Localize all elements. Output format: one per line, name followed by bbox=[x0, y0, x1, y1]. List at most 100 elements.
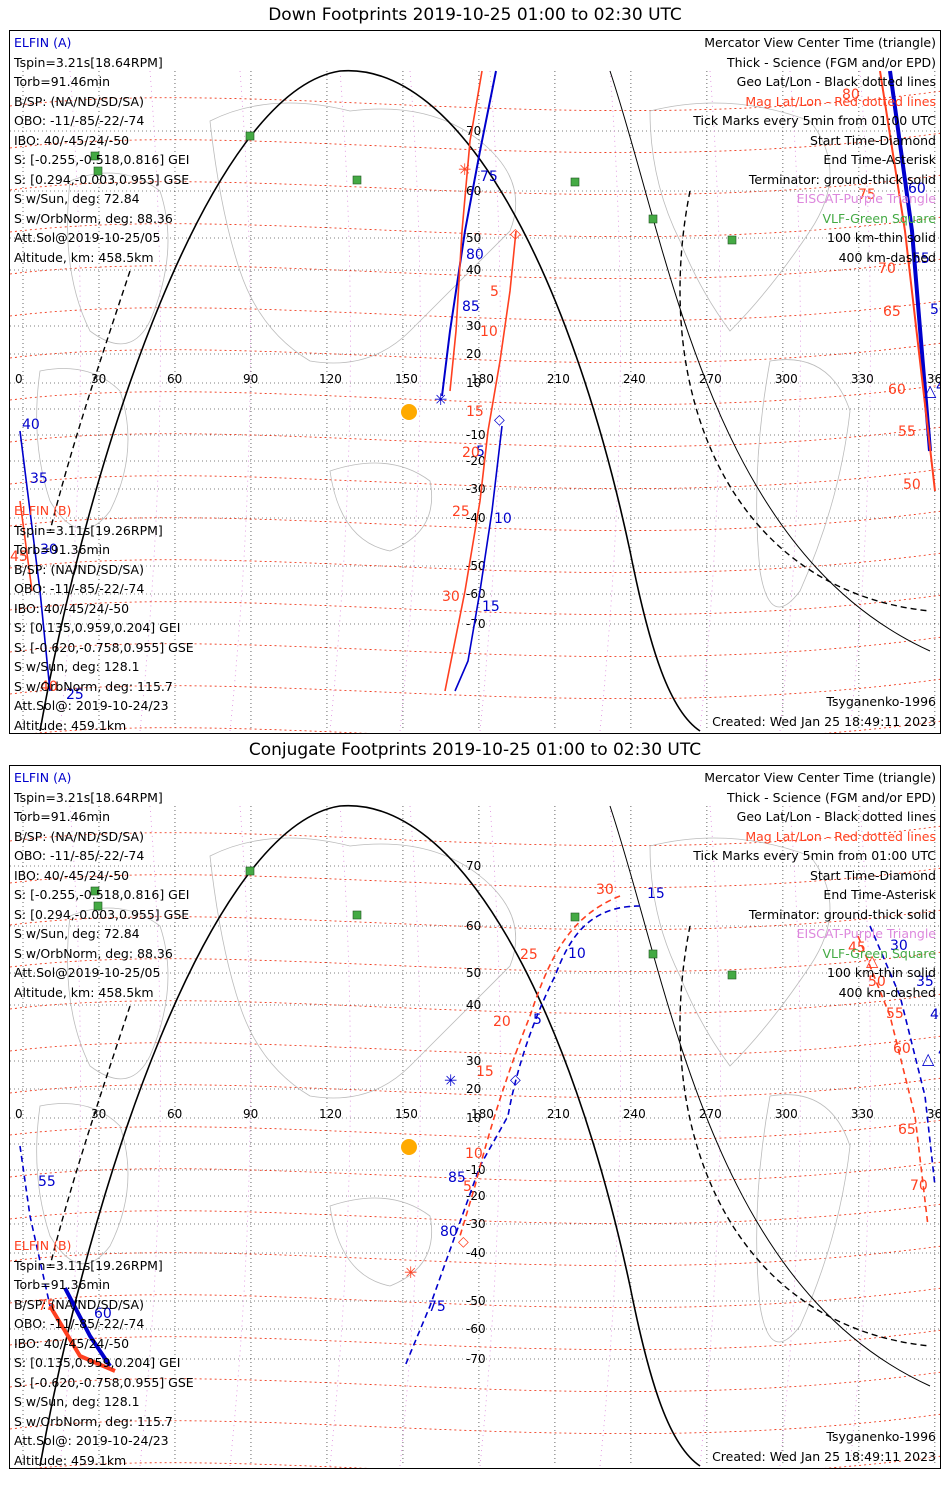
lat-label: 30 bbox=[466, 319, 481, 333]
tick-label-b: 65 bbox=[883, 304, 901, 320]
elfin-a-info: ELFIN (A) Tspin=3.21s[18.64RPM] Torb=91.… bbox=[14, 33, 189, 267]
elfin-b-info: ELFIN (B) Tspin=3.11s[19.26RPM] Torb=91.… bbox=[14, 1236, 194, 1468]
track-a bbox=[404, 905, 641, 1367]
info-line: Att.Sol@: 2019-10-24/23 bbox=[14, 1433, 169, 1448]
legend-item: EISCAT-Purple Triangle bbox=[796, 926, 936, 941]
start-diamond: ◇ bbox=[510, 226, 521, 242]
tick-label-b: 20 bbox=[493, 1014, 511, 1030]
tick-label-a: 80 bbox=[466, 247, 484, 263]
coastline bbox=[209, 837, 517, 1099]
coastline bbox=[649, 102, 831, 332]
coastline bbox=[36, 368, 129, 529]
lon-label: 330 bbox=[851, 372, 874, 386]
tick-label-a: 50 bbox=[940, 1124, 941, 1140]
info-line: Tspin=3.21s[18.64RPM] bbox=[14, 789, 163, 805]
legend-item: Tick Marks every 5min from 01:00 UTC bbox=[693, 848, 936, 863]
lat-label: -30 bbox=[466, 1217, 486, 1231]
panel-title-down: Down Footprints 2019-10-25 01:00 to 02:3… bbox=[268, 5, 682, 25]
legend: Mercator View Center Time (triangle) Thi… bbox=[693, 768, 936, 1002]
mag-parallel bbox=[10, 1119, 940, 1141]
mag-meridians bbox=[59, 70, 871, 732]
mag-parallel bbox=[10, 510, 940, 532]
info-line: Torb=91.46min bbox=[14, 809, 111, 824]
mag-parallel bbox=[10, 216, 940, 238]
legend-item: Terminator: ground-thick solid bbox=[748, 171, 936, 187]
legend-item: Mercator View Center Time (triangle) bbox=[704, 35, 936, 50]
mag-meridian bbox=[399, 70, 421, 732]
tick-label-b: 45 bbox=[848, 940, 866, 956]
mag-meridian bbox=[479, 805, 501, 1467]
legend-item: Mag Lat/Lon - Red dotted lines bbox=[745, 828, 936, 844]
info-line: IBO: 40/-45/24/-50 bbox=[14, 600, 130, 616]
info-line: IBO: 40/-45/24/-50 bbox=[14, 867, 130, 883]
mag-parallel bbox=[10, 258, 940, 280]
mag-meridian bbox=[229, 805, 251, 1467]
mag-meridians bbox=[59, 805, 871, 1467]
coastline bbox=[756, 359, 851, 608]
footer-right: Tsyganenko-1996 Created: Wed Jan 25 18:4… bbox=[712, 692, 936, 731]
lon-label: 270 bbox=[699, 1107, 722, 1121]
lat-label: -10 bbox=[466, 428, 486, 442]
lat-label: 70 bbox=[466, 859, 481, 873]
legend-item: Start Time-Diamond bbox=[809, 867, 936, 883]
terminator-thin bbox=[609, 70, 931, 652]
lat-label: 40 bbox=[466, 998, 481, 1012]
lon-label: 180 bbox=[471, 1107, 494, 1121]
left-track-a bbox=[19, 430, 51, 692]
info-line: B/SP: (NA/ND/SD/SA) bbox=[14, 93, 144, 109]
lon-label: 30 bbox=[91, 372, 106, 386]
model-label: Tsyganenko-1996 bbox=[826, 1429, 936, 1444]
tick-label-a: 10 bbox=[568, 946, 586, 962]
info-line: Att.Sol@: 2019-10-24/23 bbox=[14, 698, 169, 713]
tick-label-b: 25 bbox=[452, 504, 470, 520]
mag-parallel bbox=[10, 426, 940, 448]
info-line: S w/OrbNorm, deg: 88.36 bbox=[14, 945, 173, 961]
mag-parallel bbox=[10, 909, 940, 931]
mag-meridian bbox=[779, 70, 801, 732]
geo-grid bbox=[10, 806, 940, 1466]
info-line: S: [-0.620,-0.758,0.955] GSE bbox=[14, 639, 194, 655]
tick-label-a: 10 bbox=[494, 511, 512, 527]
lon-label: 180 bbox=[471, 372, 494, 386]
lat-label: -60 bbox=[466, 1322, 486, 1336]
tick-label-b: 40 bbox=[40, 679, 58, 695]
mag-parallel bbox=[10, 1371, 940, 1393]
mag-parallel bbox=[10, 678, 940, 700]
track-b-shadow bbox=[454, 425, 503, 692]
end-asterisk: ✳ bbox=[444, 1071, 457, 1090]
edge-track-b bbox=[879, 70, 936, 492]
created-label: Created: Wed Jan 25 18:49:11 2023 bbox=[712, 1448, 936, 1464]
info-line: OBO: -11/-85/-22/-74 bbox=[14, 1316, 145, 1331]
info-line: S: [-0.255,-0.518,0.816] GEI bbox=[14, 887, 190, 902]
conjugate-footprints-map: 0 30 60 90 120 150 180 210 240 270 300 330 360 70 60 50… bbox=[9, 765, 941, 1469]
mag-meridian bbox=[779, 805, 801, 1467]
info-line: S w/Sun, deg: 72.84 bbox=[14, 926, 140, 941]
info-line: S: [0.294,-0.003,0.955] GSE bbox=[14, 171, 190, 187]
tick-label-a: 75 bbox=[428, 1299, 446, 1315]
tick-label-a: 35 bbox=[10, 31, 28, 35]
lon-label: 0 bbox=[15, 1107, 23, 1121]
mag-parallel bbox=[10, 594, 940, 616]
info-line: Altitude, km: 458.5km bbox=[14, 249, 154, 265]
tick-label-b: 75 bbox=[38, 1298, 56, 1314]
panel-title-conjugate: Conjugate Footprints 2019-10-25 01:00 to… bbox=[248, 740, 702, 760]
legend-item: VLF-Green Square bbox=[822, 210, 936, 226]
lat-label: 30 bbox=[466, 1054, 481, 1068]
geo-grid bbox=[10, 71, 940, 731]
tick-label-b: 60 bbox=[893, 1041, 911, 1057]
lat-label: 20 bbox=[466, 347, 481, 361]
terminator bbox=[39, 70, 701, 732]
legend-item: End Time-Asterisk bbox=[823, 152, 936, 167]
mag-meridian bbox=[479, 70, 501, 732]
legend-item: 400 km-dashed bbox=[838, 249, 936, 265]
tick-label-b: 55 bbox=[886, 1006, 904, 1022]
legend-item: 100 km-thin solid bbox=[827, 965, 936, 980]
end-asterisk: ✳ bbox=[404, 1263, 417, 1282]
end-asterisk: ✳ bbox=[434, 390, 447, 409]
info-line: S: [-0.255,-0.518,0.816] GEI bbox=[14, 152, 190, 167]
track-b bbox=[444, 230, 517, 692]
down-footprints-map: 0 30 60 90 120 150 180 210 240 270 300 330 360 70 60 50… bbox=[9, 30, 941, 734]
tick-label-a: 35 bbox=[30, 471, 48, 487]
coastline bbox=[649, 837, 831, 1067]
start-diamond: ◇ bbox=[458, 1234, 469, 1250]
